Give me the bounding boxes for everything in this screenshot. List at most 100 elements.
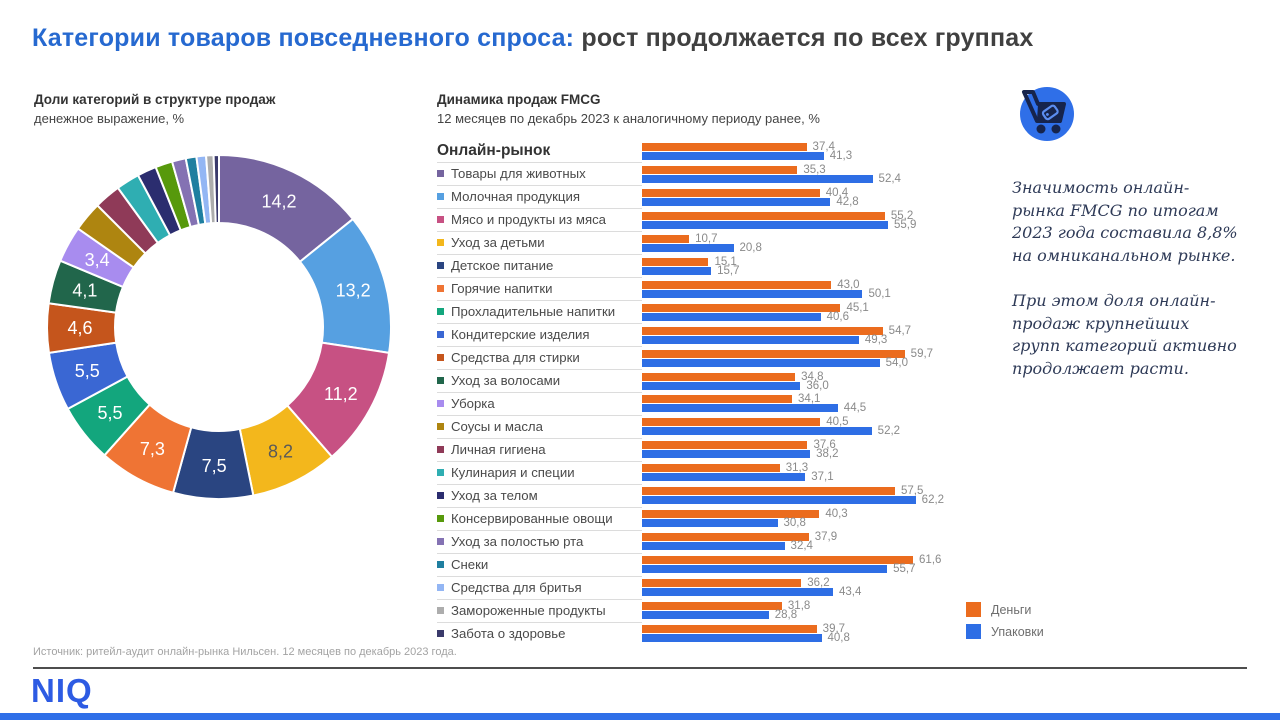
- bar-row: Кондитерские изделия 54,7 49,3: [437, 324, 982, 348]
- packs-value: 52,2: [877, 425, 901, 438]
- money-bar: [642, 487, 895, 496]
- money-value: 59,7: [910, 347, 934, 360]
- category-label: Уход за телом: [451, 487, 538, 503]
- bar-row-category: Снеки: [437, 553, 642, 577]
- category-label: Горячие напитки: [451, 281, 553, 297]
- money-value: 43,0: [837, 278, 860, 291]
- category-bullet-icon: [437, 468, 444, 476]
- category-label: Забота о здоровье: [451, 625, 566, 641]
- money-value: 55,2: [890, 209, 914, 222]
- bar-row-category: Уход за телом: [437, 484, 642, 508]
- bar-row-category: Средства для бритья: [437, 576, 642, 600]
- packs-value: 62,2: [921, 494, 945, 507]
- bar-row-category: Замороженные продукты: [437, 599, 642, 623]
- money-bar: [642, 303, 841, 312]
- bar-row-category: Личная гигиена: [437, 438, 642, 462]
- donut-section-title: Доли категорий в структуре продаж: [34, 92, 276, 107]
- packs-bar: [642, 358, 880, 367]
- packs-bar: [642, 335, 859, 344]
- bar-row: Горячие напитки 43,0 50,1: [437, 278, 982, 302]
- category-bullet-icon: [437, 285, 444, 293]
- legend-item-packs: Упаковки: [966, 624, 1044, 639]
- donut-slice-label: 4,6: [67, 318, 92, 338]
- money-value: 36,2: [807, 577, 830, 590]
- money-bar: [642, 326, 883, 335]
- money-bar: [642, 280, 832, 289]
- money-value: 34,1: [798, 393, 821, 406]
- packs-value: 28,8: [774, 609, 798, 622]
- packs-bar: [642, 404, 838, 413]
- money-bar: [642, 372, 796, 381]
- money-bar: [642, 533, 809, 542]
- bar-row-category: Мясо и продукты из мяса: [437, 208, 642, 233]
- packs-bar: [642, 588, 833, 597]
- category-label: Уход за полостью рта: [451, 533, 584, 549]
- money-value: 57,5: [901, 485, 924, 498]
- category-bullet-icon: [437, 514, 444, 522]
- category-bullet-icon: [437, 491, 444, 499]
- donut-slice-label: 5,5: [75, 361, 100, 381]
- bars-section-title: Динамика продаж FMCG: [437, 92, 601, 107]
- bar-row: Мясо и продукты из мяса 55,2 55,9: [437, 208, 982, 233]
- bar-row-category: Консервированные овощи: [437, 507, 642, 531]
- legend-item-money: Деньги: [966, 602, 1044, 617]
- money-bar: [642, 579, 802, 588]
- money-bar: [642, 142, 807, 151]
- category-label: Уборка: [451, 395, 495, 411]
- money-value: 35,3: [803, 163, 826, 176]
- packs-bar: [642, 519, 778, 528]
- money-value: 37,6: [813, 439, 836, 452]
- bar-row: Кулинария и специи 31,3 37,1: [437, 461, 982, 485]
- packs-value: 40,6: [826, 310, 850, 323]
- bar-chart: Онлайн-рынок 37,4 41,3 Товары для животных 3…: [437, 140, 982, 645]
- donut-section-subtitle: денежное выражение, %: [34, 111, 185, 126]
- money-value: 15,1: [714, 255, 737, 268]
- packs-bar: [642, 312, 821, 321]
- donut-slice-label: 7,3: [140, 439, 165, 459]
- bar-row-category: Уход за волосами: [437, 369, 642, 393]
- packs-value: 44,5: [843, 402, 867, 415]
- category-label: Товары для животных: [451, 166, 586, 182]
- category-bullet-icon: [437, 262, 444, 270]
- money-value: 40,4: [825, 186, 849, 199]
- category-label: Уход за детьми: [451, 235, 545, 251]
- donut-chart-svg: 14,2 13,2 11,2 8,2 7,5 7,3 5,5 5,5 4,6 4,1 3,4: [46, 153, 392, 500]
- packs-bar: [642, 565, 888, 574]
- bar-row-category: Кулинария и специи: [437, 461, 642, 485]
- bar-row-category: Забота о здоровье: [437, 622, 642, 645]
- money-bar: [642, 556, 914, 565]
- bar-row: Забота о здоровье 39,7 40,8: [437, 622, 982, 645]
- packs-bar: [642, 450, 811, 459]
- packs-bar: [642, 266, 712, 275]
- money-bar: [642, 418, 821, 427]
- donut-slice-label: 4,1: [72, 280, 97, 300]
- money-value: 40,5: [826, 416, 849, 429]
- packs-value: 36,0: [806, 379, 829, 392]
- money-value: 39,7: [822, 622, 846, 635]
- packs-value: 30,8: [783, 517, 806, 530]
- category-label: Средства для стирки: [451, 350, 580, 366]
- packs-value: 37,1: [811, 471, 834, 484]
- page-title-highlight: Категории товаров повседневного спроса:: [32, 24, 575, 52]
- packs-value: 38,2: [816, 448, 839, 461]
- legend-label-packs: Упаковки: [991, 624, 1044, 639]
- money-value: 54,7: [888, 324, 912, 337]
- category-label: Мясо и продукты из мяса: [451, 212, 607, 228]
- packs-value: 40,8: [827, 631, 850, 644]
- packs-bar: [642, 197, 831, 206]
- packs-bar: [642, 633, 822, 642]
- bar-row: Прохладительные напитки 45,1 40,6: [437, 301, 982, 325]
- money-bar: [642, 188, 820, 197]
- money-value: 45,1: [846, 301, 869, 314]
- source-note: Источник: ритейл-аудит онлайн-рынка Ниль…: [33, 646, 457, 658]
- category-label: Детское питание: [451, 258, 554, 274]
- donut-slice-label: 3,4: [85, 250, 110, 270]
- bar-row-category: Товары для животных: [437, 162, 642, 187]
- packs-bar: [642, 496, 916, 505]
- category-label: Снеки: [451, 556, 489, 572]
- footer-divider: [33, 667, 1247, 669]
- money-bar: [642, 624, 817, 633]
- bar-row: Молочная продукция 40,4 42,8: [437, 186, 982, 210]
- money-bar: [642, 349, 905, 358]
- money-value: 34,8: [801, 370, 824, 383]
